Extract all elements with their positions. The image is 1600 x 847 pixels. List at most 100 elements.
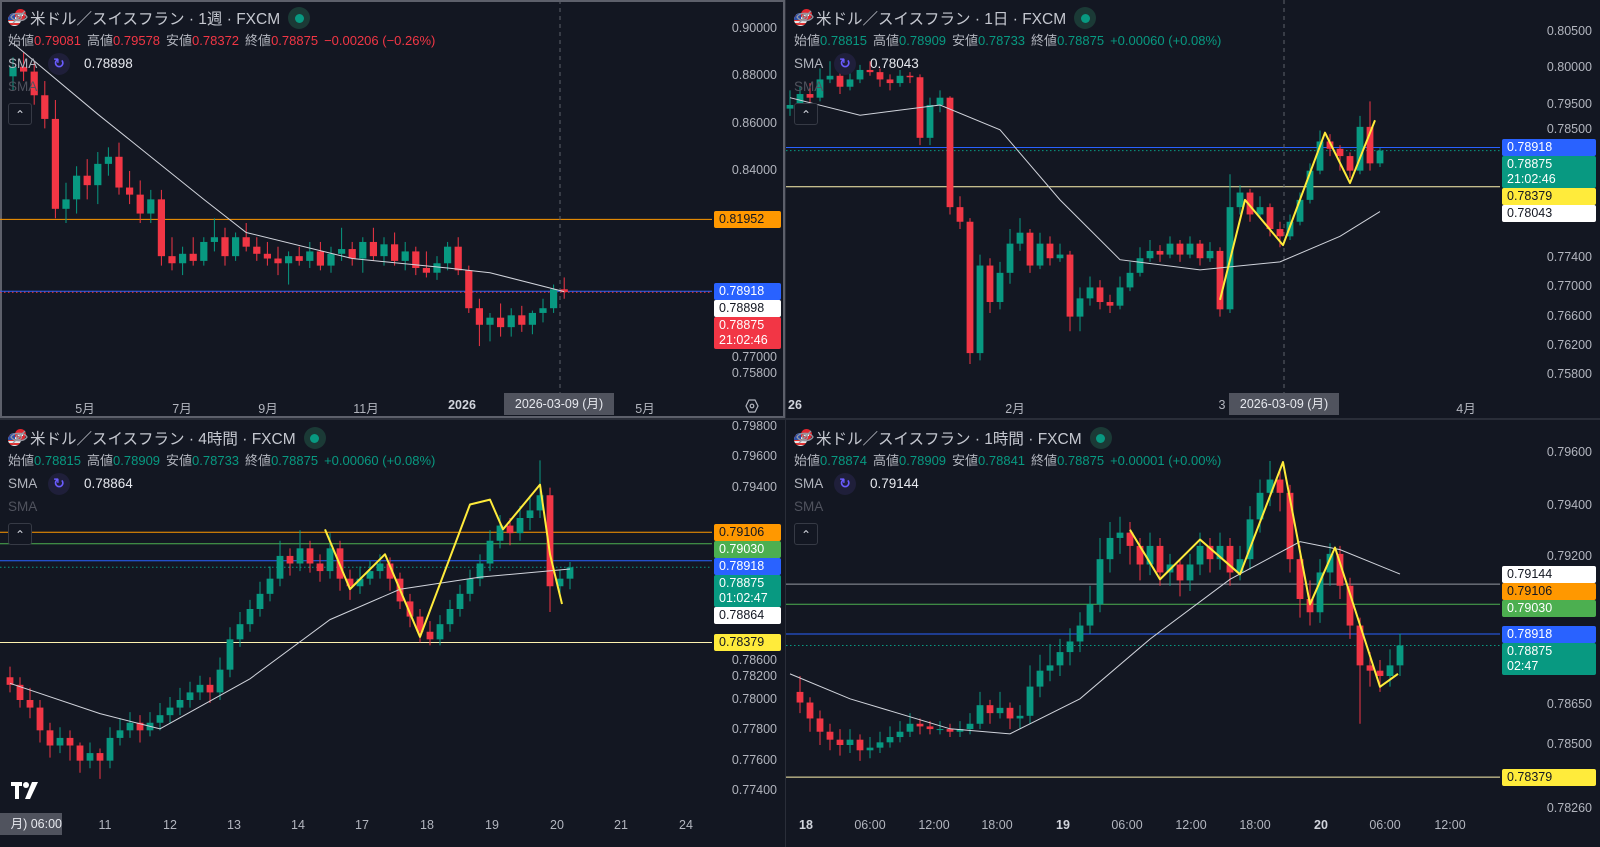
candle — [886, 726, 894, 748]
status-dot — [1080, 13, 1090, 23]
symbol-title-row[interactable]: 米ドル／スイスフラン · 4時間 · FXCM — [8, 426, 441, 450]
symbol-title[interactable]: 米ドル／スイスフラン · 1時間 · FXCM — [816, 431, 1082, 448]
candle — [156, 703, 164, 731]
sma-indicator-row[interactable]: SMA ↻ 0.78864 — [8, 472, 441, 495]
candle-body — [1296, 559, 1304, 599]
candle-body — [1076, 625, 1084, 642]
candle-body — [1036, 670, 1044, 687]
candle-body — [1186, 564, 1194, 581]
collapse-legend-button[interactable]: ⌃ — [8, 523, 32, 545]
candle — [157, 189, 166, 266]
sma-indicator-row[interactable]: SMA ↻ 0.79144 — [794, 472, 1227, 495]
candle — [346, 569, 354, 600]
candle-body — [246, 609, 254, 625]
candle-body — [1276, 229, 1284, 237]
price-tag: 0.78875 02:47 — [1502, 642, 1596, 675]
candle-body — [359, 241, 367, 259]
candle-body — [1376, 670, 1384, 676]
candle-body — [104, 156, 113, 164]
time-axis-label: 18 — [799, 818, 813, 832]
price-tag: 0.78875 21:02:46 — [1502, 155, 1596, 188]
chart-pane[interactable]: 米ドル／スイスフラン · 4時間 · FXCM 始値0.78815 高値0.7890… — [0, 420, 785, 847]
eye-off-icon[interactable] — [10, 430, 70, 518]
candle — [1086, 585, 1094, 634]
candle-body — [1206, 545, 1214, 560]
sma-indicator-row[interactable]: SMA ↻ 0.78898 — [8, 52, 441, 75]
candle-body — [518, 315, 526, 325]
candle-body — [19, 66, 28, 72]
candle-body — [366, 571, 374, 579]
price-chart[interactable] — [786, 420, 1500, 847]
sma-hidden-indicator-row[interactable]: SMA — [8, 10, 441, 98]
eye-off-icon[interactable] — [796, 10, 856, 98]
candle-body — [96, 753, 104, 761]
collapse-legend-button[interactable]: ⌃ — [794, 523, 818, 545]
candle — [1136, 537, 1144, 581]
candle — [1076, 612, 1084, 653]
collapse-legend-button[interactable]: ⌃ — [794, 103, 818, 125]
candle — [196, 675, 204, 700]
sma-line — [9, 568, 571, 730]
candle — [1316, 559, 1324, 623]
chart-pane[interactable]: 米ドル／スイスフラン · 1時間 · FXCM 始値0.78874 高値0.7890… — [786, 420, 1600, 847]
symbol-title-row[interactable]: 米ドル／スイスフラン · 1時間 · FXCM — [794, 426, 1227, 450]
candle-body — [1236, 192, 1244, 208]
sma-hidden-indicator-row[interactable]: SMA — [8, 430, 441, 518]
sma-hidden-indicator-row[interactable]: SMA — [794, 430, 1227, 518]
candle — [226, 627, 234, 678]
time-axis-label: 9月 — [258, 402, 278, 416]
eye-off-icon[interactable] — [796, 430, 856, 518]
sma-hidden-indicator-row[interactable]: SMA — [794, 10, 1227, 98]
eye-off-icon[interactable] — [10, 10, 70, 98]
chart-pane[interactable]: 米ドル／スイスフラン · 1週 · FXCM 始値0.79081 高値0.79578… — [0, 0, 785, 418]
symbol-title[interactable]: 米ドル／スイスフラン · 4時間 · FXCM — [30, 431, 296, 448]
candle — [966, 218, 974, 365]
chart-pane[interactable]: 米ドル／スイスフラン · 1日 · FXCM 始値0.78815 高値0.78909… — [786, 0, 1600, 418]
symbol-title-row[interactable]: 米ドル／スイスフラン · 1日 · FXCM — [794, 6, 1227, 30]
sma-label: SMA — [8, 79, 38, 94]
close-label: 終値 — [1031, 33, 1058, 48]
price-chart[interactable] — [786, 0, 1500, 418]
settings-icon[interactable] — [744, 398, 760, 414]
price-tag: 0.79030 — [714, 540, 781, 558]
symbol-title[interactable]: 米ドル／スイスフラン · 1日 · FXCM — [816, 11, 1067, 28]
price-tag: 0.78043 — [1502, 204, 1596, 222]
candle — [465, 265, 473, 313]
price-chart[interactable] — [0, 420, 712, 847]
candle-body — [836, 75, 844, 87]
candle — [1086, 276, 1094, 306]
price-axis-label: 0.77000 — [731, 350, 777, 364]
candle — [896, 69, 904, 87]
candle-body — [1256, 492, 1264, 520]
price-tag: 0.78918 — [1502, 625, 1596, 643]
ohlc-values: 始値0.78815 高値0.78909 安値0.78733 終値0.78875 +0.0… — [794, 30, 1227, 52]
price-tag-value: 0.78875 — [719, 575, 765, 590]
candle — [946, 723, 954, 738]
price-chart[interactable] — [0, 0, 712, 418]
refresh-icon[interactable]: ↻ — [834, 52, 856, 75]
candle-body — [556, 578, 564, 587]
candle — [475, 298, 484, 347]
symbol-title[interactable]: 米ドル／スイスフラン · 1週 · FXCM — [30, 11, 281, 28]
refresh-icon[interactable]: ↻ — [48, 52, 70, 75]
candle-body — [206, 684, 214, 693]
crosshair-time-label: 2026-03-09 (月) — [1229, 393, 1339, 415]
sma-indicator-row[interactable]: SMA ↻ 0.78043 — [794, 52, 1227, 75]
candle-body — [1086, 287, 1094, 299]
candle-body — [549, 289, 558, 309]
candle — [966, 713, 974, 735]
collapse-legend-button[interactable]: ⌃ — [8, 103, 32, 125]
candle-body — [946, 97, 954, 208]
refresh-icon[interactable]: ↻ — [48, 472, 70, 495]
candle — [956, 721, 964, 738]
candle-body — [337, 249, 346, 254]
candle — [836, 729, 844, 756]
candle-body — [221, 237, 229, 257]
symbol-title-row[interactable]: 米ドル／スイスフラン · 1週 · FXCM — [8, 6, 441, 30]
candle-body — [446, 609, 454, 625]
candle — [1316, 130, 1324, 175]
candle-body — [1216, 250, 1224, 310]
candle-body — [316, 563, 324, 572]
refresh-icon[interactable]: ↻ — [834, 472, 856, 495]
price-tag: 0.79030 — [1502, 599, 1596, 617]
